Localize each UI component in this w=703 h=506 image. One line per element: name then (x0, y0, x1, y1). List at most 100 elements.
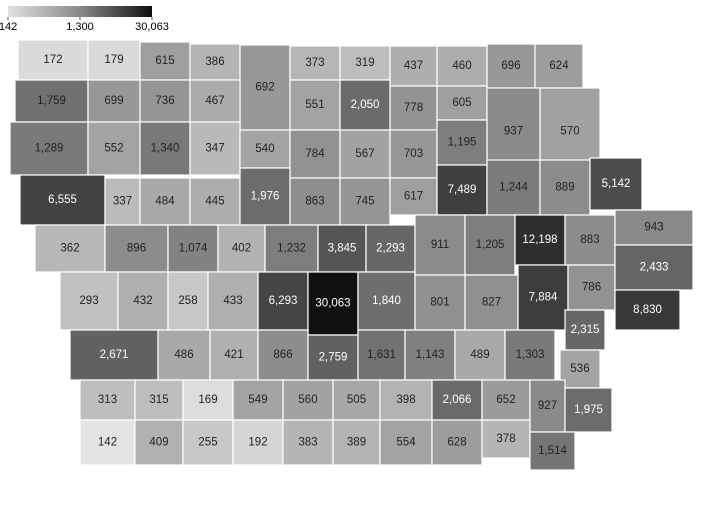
county-area (17, 39, 89, 81)
county-label: 1,514 (538, 445, 567, 457)
county-area (189, 79, 241, 123)
county-area (379, 379, 433, 421)
county: 467 (189, 79, 241, 123)
county-label: 383 (298, 437, 317, 449)
county-area (87, 39, 141, 81)
county-area (436, 119, 488, 166)
county-label: 255 (198, 437, 217, 449)
county-label: 389 (347, 437, 366, 449)
county-area (365, 224, 416, 273)
county-area (389, 129, 438, 179)
county-label: 433 (223, 295, 242, 307)
county-label: 1,631 (367, 349, 396, 361)
county-area (117, 271, 169, 331)
county-label: 745 (355, 196, 374, 208)
county-area (614, 244, 694, 291)
county-area (389, 45, 438, 87)
county: 486 (157, 329, 211, 381)
county: 12,198 (514, 214, 566, 266)
county: 7,489 (436, 164, 488, 216)
county-label: 142 (98, 437, 117, 449)
county-area (339, 79, 391, 131)
county-label: 6,555 (48, 194, 77, 206)
county: 445 (189, 177, 241, 226)
county: 1,759 (14, 79, 89, 123)
county-area (59, 271, 119, 331)
county-label: 432 (133, 295, 152, 307)
county: 437 (389, 45, 438, 87)
legend-gradient (8, 6, 152, 17)
county: 421 (209, 329, 259, 381)
county-label: 1,074 (179, 243, 208, 255)
county-area (389, 177, 438, 216)
county: 1,840 (357, 271, 416, 331)
legend-label: 142 (0, 21, 17, 33)
county-label: 460 (452, 60, 471, 72)
county-label: 736 (155, 95, 174, 107)
legend: 142 1,300 30,063 (0, 6, 169, 33)
county: 703 (389, 129, 438, 179)
county-area (414, 214, 466, 276)
county-label: 628 (447, 437, 466, 449)
county-area (189, 121, 241, 176)
county: 169 (182, 379, 234, 421)
county-area (257, 271, 309, 331)
county-label: 437 (404, 60, 423, 72)
county: 2,050 (339, 79, 391, 131)
county-label: 3,845 (328, 243, 357, 255)
county: 313 (79, 379, 136, 421)
county-area (614, 209, 694, 246)
county: 1,205 (464, 214, 516, 276)
county: 378 (481, 419, 531, 459)
county-area (514, 214, 566, 266)
county-area (389, 85, 438, 131)
county: 337 (104, 177, 141, 226)
county-area (307, 271, 359, 336)
county-label: 398 (396, 394, 415, 406)
county-label: 2,066 (443, 394, 472, 406)
county: 551 (289, 79, 341, 131)
county-label: 1,232 (277, 243, 306, 255)
county-label: 445 (205, 196, 224, 208)
county-label: 1,289 (35, 143, 64, 155)
county-label: 5,142 (602, 178, 631, 190)
county-area (564, 309, 606, 351)
county-label: 467 (205, 95, 224, 107)
county-area (9, 121, 89, 176)
county: 383 (282, 419, 334, 466)
county-label: 402 (232, 243, 251, 255)
county-label: 570 (560, 126, 579, 138)
county-area (239, 167, 291, 226)
county: 255 (182, 419, 234, 466)
county-area (486, 159, 541, 216)
county: 386 (189, 43, 241, 81)
county-label: 827 (482, 297, 501, 309)
county: 745 (339, 177, 391, 226)
county-area (34, 224, 106, 273)
county: 927 (529, 379, 566, 433)
county-label: 1,303 (516, 349, 545, 361)
county-label: 624 (549, 60, 569, 72)
county-label: 2,293 (376, 243, 405, 255)
county-area (87, 79, 141, 123)
county-label: 605 (452, 97, 471, 109)
county-area (486, 43, 536, 89)
county-label: 1,840 (372, 295, 401, 307)
county: 883 (564, 214, 616, 266)
county-label: 2,433 (640, 262, 669, 274)
county: 2,293 (365, 224, 416, 273)
county-area (207, 271, 259, 331)
county-label: 386 (205, 56, 224, 68)
county: 1,975 (564, 387, 613, 433)
county: 5,142 (589, 157, 643, 211)
county: 605 (436, 85, 488, 121)
county-label: 347 (205, 143, 224, 155)
county-label: 567 (355, 148, 374, 160)
county: 540 (239, 129, 291, 169)
county-area (517, 264, 569, 331)
county: 536 (559, 349, 601, 389)
county-area (464, 274, 519, 331)
county-label: 786 (582, 282, 601, 294)
county-label: 1,340 (151, 143, 180, 155)
county-label: 1,143 (416, 349, 445, 361)
